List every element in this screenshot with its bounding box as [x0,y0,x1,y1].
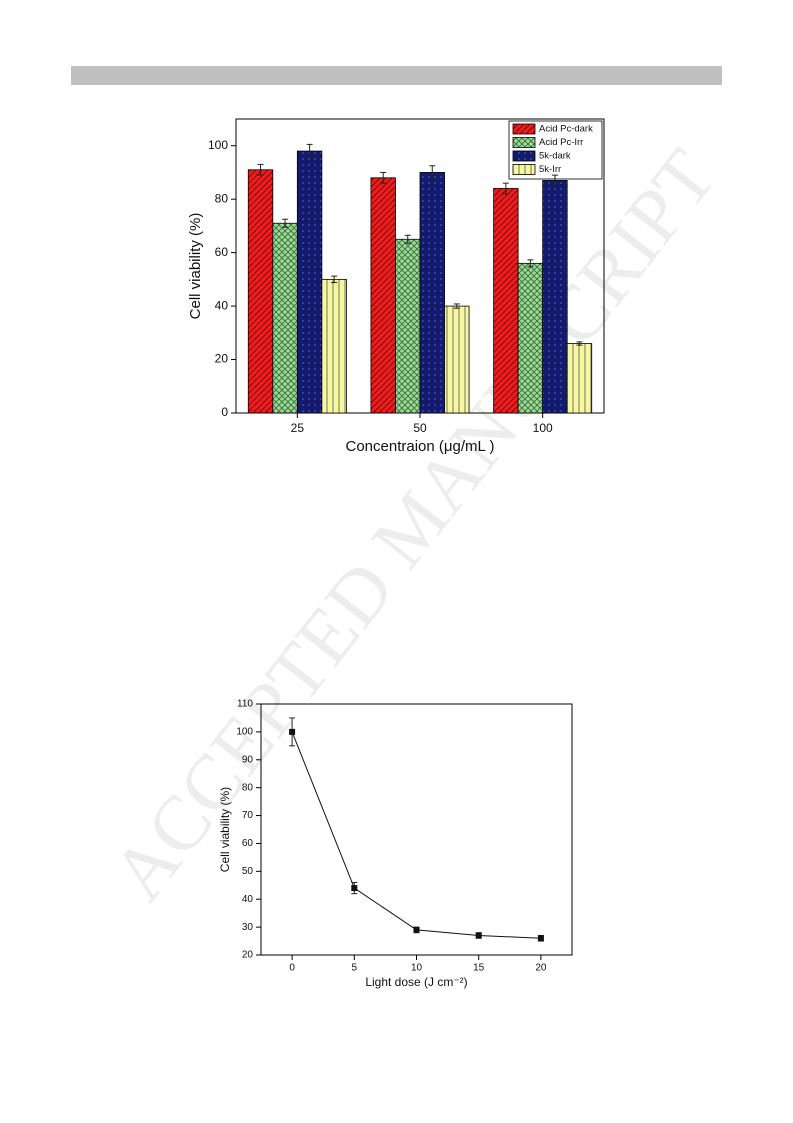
legend-swatch [512,164,536,175]
y-tick-label: 60 [215,245,229,259]
y-tick-label: 20 [215,352,229,366]
bar [395,238,421,414]
error-bar [576,341,583,346]
error-bar [551,174,558,187]
bar [517,262,544,414]
x-tick-label: 10 [411,963,423,974]
x-axis-label: Concentraion (μg/mL ) [346,438,495,455]
bar [419,172,445,414]
error-bar [453,303,460,309]
error-bar [429,165,436,180]
y-tick-label: 90 [242,754,254,765]
y-axis-label: Cell viability (%) [187,213,204,320]
y-tick-label: 100 [208,138,228,152]
error-bar [404,234,411,244]
error-bar [380,171,387,184]
error-bar [282,218,289,228]
x-tick-label: 100 [533,421,553,435]
line [291,731,541,939]
y-tick-label: 20 [242,950,254,961]
y-tick-label: 80 [242,782,254,793]
error-bar [306,143,313,159]
marker [289,728,296,735]
y-tick-label: 110 [237,699,253,710]
marker [351,885,358,892]
bar [321,278,347,414]
error-bar [331,275,338,284]
legend-swatch [512,123,536,135]
legend-label: Acid Pc-dark [539,124,593,135]
legend-swatch [512,150,536,162]
y-tick-label: 40 [242,894,254,905]
x-tick-label: 0 [289,963,295,974]
y-tick-label: 50 [242,866,254,877]
x-tick-label: 5 [352,963,358,974]
bar [493,188,519,414]
error-bar [527,259,534,268]
error-bar [257,163,264,176]
y-tick-label: 40 [215,298,229,312]
plot-frame [260,703,573,956]
legend-label: Acid Pc-Irr [539,137,583,148]
bar [444,305,470,414]
x-axis-label: Light dose (J cm⁻²) [365,975,467,989]
bar [542,180,568,414]
error-bar [502,182,509,195]
bar [247,169,274,414]
marker [475,932,482,939]
bar [370,177,396,414]
legend-label: 5k-Irr [539,164,561,175]
legend-label: 5k-dark [539,151,571,162]
y-tick-label: 60 [242,838,254,849]
y-tick-label: 80 [215,191,229,205]
legend-box [508,120,603,180]
x-tick-label: 25 [291,421,305,435]
legend-swatch [512,137,536,148]
bar [272,222,298,414]
y-tick-label: 30 [242,922,254,933]
x-tick-label: 15 [473,963,485,974]
marker [413,926,420,933]
y-tick-label: 100 [236,727,253,738]
y-tick-label: 70 [242,810,254,821]
x-tick-label: 50 [413,421,427,435]
marker [537,935,544,942]
y-tick-label: 0 [221,405,228,419]
x-tick-label: 20 [535,963,547,974]
header-bar [71,66,722,85]
y-axis-label: Cell viability (%) [218,787,232,872]
bar [566,343,593,414]
bar [296,150,323,414]
